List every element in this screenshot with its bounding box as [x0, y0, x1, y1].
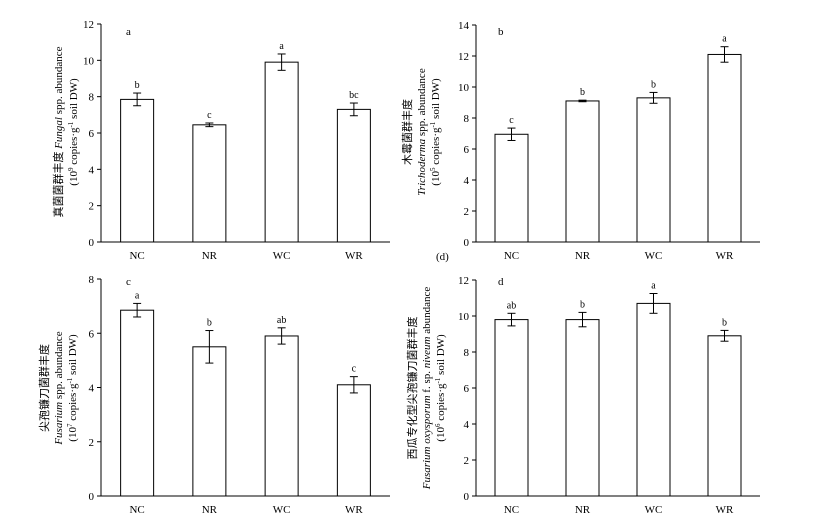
x-tick-label: NC — [129, 504, 144, 516]
y-tick-label: 12 — [458, 51, 469, 63]
y-axis-title-units: (109 copies·g-1 soil DW) — [67, 78, 80, 186]
y-tick-label: 4 — [89, 164, 95, 176]
y-axis-title-latin: Trichoderma spp. abundance — [416, 68, 428, 196]
significance-label: a — [279, 41, 284, 52]
significance-label: c — [352, 364, 357, 375]
bar — [565, 100, 600, 243]
significance-label: c — [207, 110, 212, 121]
y-tick-label: 2 — [464, 455, 470, 467]
x-tick-label: NR — [202, 250, 218, 262]
bar — [264, 61, 299, 243]
bar — [336, 108, 371, 243]
significance-label: b — [580, 87, 585, 98]
y-tick-label: 12 — [458, 275, 469, 287]
x-tick-label: NR — [202, 504, 218, 516]
x-tick-label: NR — [575, 504, 591, 516]
x-tick-label: NC — [504, 250, 519, 262]
significance-label: c — [509, 115, 514, 126]
y-tick-label: 6 — [464, 383, 470, 395]
y-axis-title-cn: 尖孢镰刀菌群丰度 — [37, 344, 51, 432]
panel-d: d 西瓜专化型尖孢镰刀菌群丰度 Fusarium oxysporum f. sp… — [405, 275, 760, 516]
bar — [120, 309, 155, 497]
y-axis-title-cn: 西瓜专化型尖孢镰刀菌群丰度 — [405, 317, 419, 460]
y-tick-label: 0 — [464, 491, 470, 503]
bar — [192, 346, 227, 497]
stray-d-label: (d) — [436, 251, 449, 263]
panel-label: a — [126, 26, 131, 38]
y-tick-label: 0 — [89, 237, 95, 249]
bar — [565, 319, 600, 497]
x-tick-label: NC — [504, 504, 519, 516]
x-tick-label: WR — [716, 250, 734, 262]
y-tick-label: 2 — [89, 437, 95, 449]
bar — [192, 124, 227, 243]
panel-c: c 尖孢镰刀菌群丰度 Fusarium spp. abundance (107 … — [37, 274, 390, 516]
y-tick-label: 2 — [464, 206, 470, 218]
y-tick-label: 12 — [83, 19, 94, 31]
y-tick-label: 2 — [89, 201, 95, 213]
x-tick-label: WC — [645, 250, 663, 262]
y-tick-label: 0 — [89, 491, 95, 503]
significance-label: bc — [349, 90, 359, 101]
y-tick-label: 8 — [89, 274, 95, 286]
bar — [707, 335, 742, 497]
y-tick-label: 10 — [83, 55, 95, 67]
panel-a: a 真菌菌群丰度 Fungal spp. abundance (109 copi… — [51, 19, 390, 262]
significance-label: b — [651, 79, 656, 90]
significance-label: ab — [277, 315, 286, 326]
y-tick-label: 6 — [89, 328, 95, 340]
bar — [707, 53, 742, 243]
y-axis-title-cn: 真菌菌群丰度 Fungal spp. abundance — [51, 46, 65, 217]
y-axis-title-latin: Fusarium oxysporum f. sp. niveum abundan… — [421, 287, 433, 491]
y-tick-label: 4 — [464, 419, 470, 431]
y-tick-label: 10 — [458, 311, 470, 323]
y-tick-label: 10 — [458, 82, 470, 94]
y-axis-title-cn: 木霉菌群丰度 — [400, 99, 414, 165]
y-tick-label: 8 — [464, 113, 470, 125]
panel-b: b 木霉菌群丰度 Trichoderma spp. abundance (105… — [400, 20, 760, 263]
bar — [264, 335, 299, 497]
bar — [636, 302, 671, 497]
panel-label: c — [126, 276, 131, 288]
y-tick-label: 4 — [464, 175, 470, 187]
y-tick-label: 8 — [89, 92, 95, 104]
y-tick-label: 6 — [464, 144, 470, 156]
bar — [120, 98, 155, 243]
bar — [494, 133, 529, 243]
y-tick-label: 4 — [89, 383, 95, 395]
significance-label: b — [580, 299, 585, 310]
significance-label: ab — [507, 300, 516, 311]
y-axis-title-units: (105 copies·g-1 soil DW) — [429, 78, 442, 186]
y-axis-title-units: (107 copies·g-1 soil DW) — [66, 334, 79, 442]
y-axis-title-latin: Fusarium spp. abundance — [53, 331, 65, 445]
x-tick-label: WC — [273, 504, 291, 516]
panel-label: d — [498, 276, 504, 288]
y-axis-title-units: (106 copies·g-1 soil DW) — [434, 334, 447, 442]
bar — [494, 319, 529, 497]
significance-label: a — [651, 281, 656, 292]
significance-label: a — [722, 34, 727, 45]
y-tick-label: 0 — [464, 237, 470, 249]
y-tick-label: 8 — [464, 347, 470, 359]
x-tick-label: NR — [575, 250, 591, 262]
x-tick-label: WR — [345, 504, 363, 516]
y-tick-label: 6 — [89, 128, 95, 140]
x-tick-label: WC — [273, 250, 291, 262]
x-tick-label: WR — [716, 504, 734, 516]
significance-label: a — [135, 290, 140, 301]
panel-label: b — [498, 26, 504, 38]
bar — [336, 384, 371, 497]
significance-label: b — [722, 317, 727, 328]
y-tick-label: 14 — [458, 20, 470, 32]
x-tick-label: NC — [129, 250, 144, 262]
significance-label: b — [135, 80, 140, 91]
significance-label: b — [207, 318, 212, 329]
x-tick-label: WC — [645, 504, 663, 516]
bar — [636, 97, 671, 243]
x-tick-label: WR — [345, 250, 363, 262]
